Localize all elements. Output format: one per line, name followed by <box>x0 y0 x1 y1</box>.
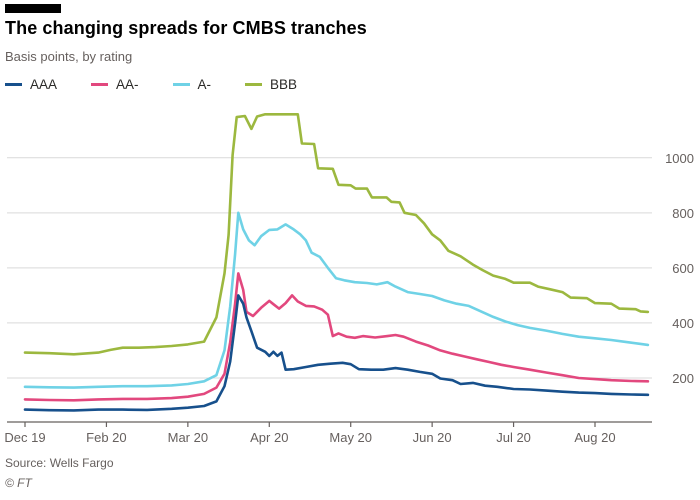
legend-item-aaa: AAA <box>5 77 57 92</box>
legend-label: AAA <box>30 77 58 92</box>
chart-legend: AAA AA- A- BBB <box>5 77 297 92</box>
legend-item-bbb: BBB <box>245 77 297 92</box>
series-line-a- <box>23 211 650 389</box>
legend-swatch-aaa <box>5 83 22 86</box>
series-line-aa- <box>23 272 650 402</box>
series-line-aaa <box>23 294 650 412</box>
legend-swatch-a- <box>172 83 190 86</box>
legend-swatch-aa- <box>91 83 109 86</box>
y-axis-label-400: 400 <box>672 316 694 331</box>
legend-label: AA- <box>116 77 139 92</box>
chart-subtitle: Basis points, by rating <box>5 49 133 64</box>
x-axis-label: Jun 20 <box>413 430 452 445</box>
legend-label: A- <box>197 77 212 92</box>
x-axis-label: Mar 20 <box>168 430 208 445</box>
source-note: Source: Wells Fargo <box>5 456 114 470</box>
x-axis-label: Apr 20 <box>250 430 288 445</box>
legend-label: BBB <box>270 77 298 92</box>
ft-copyright: © FT <box>5 476 32 490</box>
legend-item-a-: A- <box>172 77 212 92</box>
y-axis-label-1000: 1000 <box>665 151 694 166</box>
line-chart: 200 400 600 800 1000 Dec 19 Feb 20 Mar 20 Apr 20… <box>4 112 694 445</box>
y-axis-label-600: 600 <box>672 261 694 276</box>
series-line-bbb <box>23 112 650 356</box>
x-axis-label: Aug 20 <box>574 430 615 445</box>
ft-top-rule <box>5 4 61 13</box>
legend-swatch-bbb <box>245 83 263 86</box>
chart-area: 200 400 600 800 1000 Dec 19 Feb 20 Mar 20 Apr 20… <box>0 96 700 448</box>
legend-item-aa-: AA- <box>91 77 139 92</box>
x-axis-label: Jul 20 <box>496 430 531 445</box>
chart-title: The changing spreads for CMBS tranches <box>5 18 367 38</box>
y-axis-label-800: 800 <box>672 206 694 221</box>
x-axis-label: Dec 19 <box>4 430 45 445</box>
x-axis-label: Feb 20 <box>86 430 126 445</box>
x-axis-label: May 20 <box>329 430 372 445</box>
y-axis-label-200: 200 <box>672 371 694 386</box>
